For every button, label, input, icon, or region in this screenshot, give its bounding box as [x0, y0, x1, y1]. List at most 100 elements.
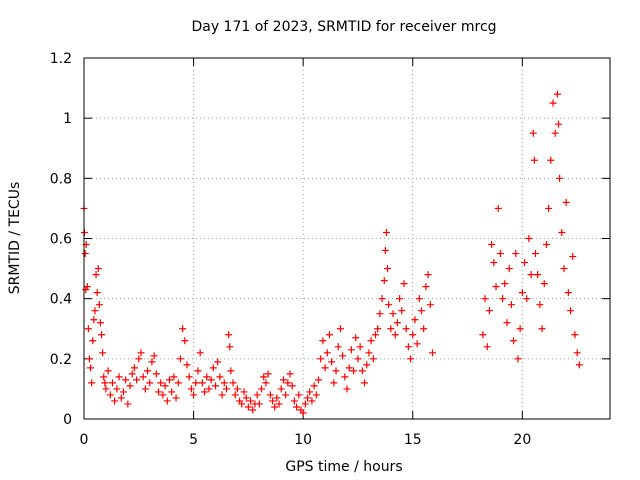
- data-point: [389, 310, 397, 318]
- data-point: [371, 331, 379, 339]
- y-tick-label: 0.2: [50, 352, 72, 368]
- data-point: [527, 271, 535, 279]
- data-point: [227, 367, 235, 375]
- data-point: [374, 325, 382, 333]
- data-point: [163, 397, 171, 405]
- data-point: [404, 343, 412, 351]
- data-point: [534, 271, 542, 279]
- data-point: [101, 379, 109, 387]
- data-point: [556, 174, 564, 182]
- data-point: [179, 325, 187, 333]
- data-point: [507, 301, 515, 309]
- data-point: [356, 343, 364, 351]
- data-point: [503, 319, 511, 327]
- data-point: [253, 391, 261, 399]
- data-point: [279, 376, 287, 384]
- data-point: [380, 277, 388, 285]
- data-point: [94, 265, 102, 273]
- data-point: [301, 400, 309, 408]
- data-point: [521, 259, 529, 267]
- data-point: [155, 388, 163, 396]
- data-point: [81, 250, 89, 258]
- data-point: [82, 286, 90, 294]
- data-point: [295, 391, 303, 399]
- data-point: [481, 295, 489, 303]
- data-point: [575, 361, 583, 369]
- data-point: [181, 337, 189, 345]
- data-point: [545, 204, 553, 212]
- data-point: [400, 280, 408, 288]
- data-point: [104, 367, 112, 375]
- data-point: [88, 379, 96, 387]
- data-point: [415, 295, 423, 303]
- data-point: [558, 228, 566, 236]
- data-point: [111, 397, 119, 405]
- data-point: [264, 370, 272, 378]
- grid-lines: [84, 58, 610, 419]
- data-point: [479, 331, 487, 339]
- data-point: [510, 337, 518, 345]
- data-point: [113, 385, 121, 393]
- tick-labels: 0 0.2 0.4 0.6 0.8 1 1.2 0 5 10 15 20: [50, 51, 532, 448]
- data-point: [212, 382, 219, 390]
- data-point: [492, 283, 500, 291]
- data-point: [240, 388, 248, 396]
- data-point: [286, 370, 294, 378]
- data-point: [83, 283, 91, 291]
- data-point: [150, 352, 158, 360]
- data-point: [89, 337, 97, 345]
- data-point: [168, 388, 176, 396]
- data-point: [365, 349, 373, 357]
- data-point: [483, 343, 491, 351]
- y-tick-label: 0.6: [50, 232, 72, 248]
- data-point: [518, 289, 526, 297]
- data-point: [554, 120, 562, 128]
- data-point: [159, 391, 167, 399]
- data-point: [304, 394, 312, 402]
- y-tick-label: 0: [63, 412, 72, 428]
- data-point: [426, 301, 434, 309]
- x-tick-label: 10: [294, 432, 312, 448]
- data-point: [288, 382, 296, 390]
- y-tick-label: 1.2: [50, 51, 72, 67]
- data-point: [350, 367, 358, 375]
- data-point: [382, 228, 390, 236]
- data-point: [122, 376, 130, 384]
- data-point: [260, 373, 268, 381]
- data-point: [531, 250, 539, 258]
- data-point: [299, 409, 307, 417]
- data-point: [494, 204, 502, 212]
- data-point: [306, 388, 314, 396]
- data-point: [549, 99, 557, 107]
- data-point: [378, 295, 386, 303]
- data-point: [407, 355, 415, 363]
- data-point: [102, 385, 110, 393]
- data-point: [293, 403, 301, 411]
- data-point: [194, 367, 202, 375]
- data-point: [512, 250, 520, 258]
- data-point: [363, 361, 371, 369]
- data-point: [187, 385, 195, 393]
- data-point: [238, 400, 246, 408]
- data-point: [564, 289, 572, 297]
- data-point: [317, 355, 325, 363]
- data-point: [192, 379, 200, 387]
- data-point: [255, 400, 263, 408]
- data-point: [330, 379, 338, 387]
- data-points: [80, 90, 583, 417]
- data-point: [141, 385, 149, 393]
- data-point: [183, 361, 191, 369]
- data-point: [126, 382, 134, 390]
- data-point: [198, 379, 206, 387]
- data-point: [284, 379, 292, 387]
- data-point: [391, 331, 399, 339]
- data-point: [233, 385, 241, 393]
- data-point: [95, 301, 103, 309]
- data-point: [220, 379, 228, 387]
- data-point: [170, 373, 178, 381]
- data-point: [536, 301, 544, 309]
- data-point: [505, 265, 513, 273]
- data-point: [411, 316, 419, 324]
- data-point: [176, 355, 184, 363]
